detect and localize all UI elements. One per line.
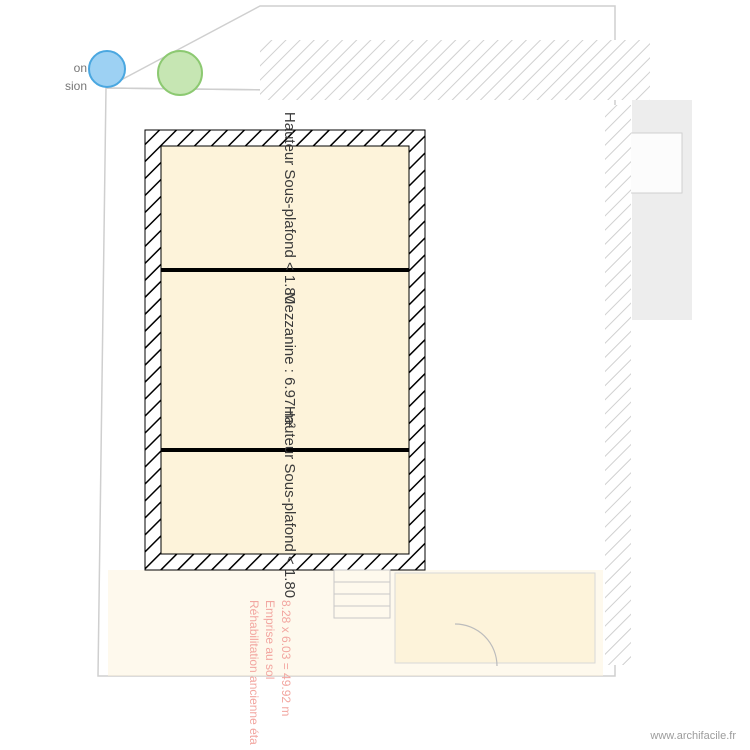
fragment-text-top: on xyxy=(74,61,87,75)
label-right-hauteur: Hauteur Sous-plafond < 1.80 xyxy=(281,406,298,598)
rehabilitation-note: Réhabilitation ancienne étaEmprise au so… xyxy=(247,600,293,745)
blue-circle-marker xyxy=(89,51,125,87)
hatched-zone-top xyxy=(260,40,650,100)
right-wall-hatch xyxy=(605,105,631,665)
svg-text:Emprise au sol: Emprise au sol xyxy=(263,600,277,679)
svg-text:8.28 x 6.03 = 49.92 m: 8.28 x 6.03 = 49.92 m xyxy=(279,600,293,716)
plan-svg: on sion Hauteur Sous-plafond < 1.80 Mezz… xyxy=(0,0,750,750)
watermark-url: www.archifacile.fr xyxy=(650,730,736,742)
svg-text:Réhabilitation ancienne éta: Réhabilitation ancienne éta xyxy=(247,600,261,745)
floor-plan-canvas: on sion Hauteur Sous-plafond < 1.80 Mezz… xyxy=(0,0,750,750)
green-circle-marker xyxy=(158,51,202,95)
label-left-hauteur: Hauteur Sous-plafond < 1.80 xyxy=(281,112,298,304)
lower-room-block xyxy=(395,573,595,663)
fragment-text-bottom: sion xyxy=(65,79,87,93)
